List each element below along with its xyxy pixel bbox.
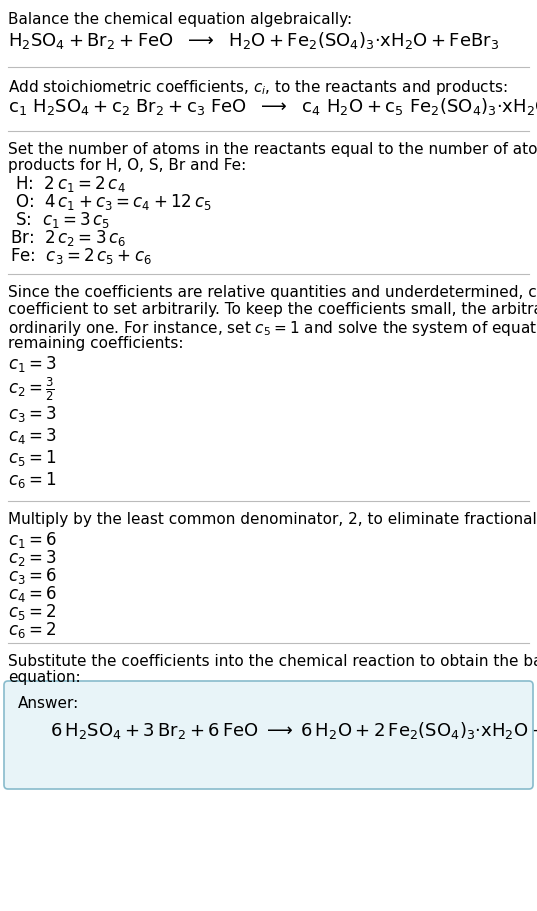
Text: $c_2 = 3$: $c_2 = 3$	[8, 548, 57, 568]
Text: Balance the chemical equation algebraically:: Balance the chemical equation algebraica…	[8, 12, 352, 27]
Text: $c_6 = 2$: $c_6 = 2$	[8, 619, 56, 640]
Text: $c_1 = 3$: $c_1 = 3$	[8, 353, 57, 374]
Text: equation:: equation:	[8, 670, 81, 684]
Text: $\mathregular{H_2SO_4 + Br_2 + FeO}$  $\longrightarrow$  $\mathregular{H_2O + Fe: $\mathregular{H_2SO_4 + Br_2 + FeO}$ $\l…	[8, 30, 499, 51]
Text: Fe:  $c_3 = 2\,c_5 + c_6$: Fe: $c_3 = 2\,c_5 + c_6$	[10, 246, 152, 266]
Text: $c_5 = 2$: $c_5 = 2$	[8, 601, 56, 621]
Text: $c_4 = 3$: $c_4 = 3$	[8, 425, 57, 445]
Text: $c_3 = 6$: $c_3 = 6$	[8, 566, 57, 586]
Text: $c_2 = \frac{3}{2}$: $c_2 = \frac{3}{2}$	[8, 375, 55, 403]
Text: remaining coefficients:: remaining coefficients:	[8, 335, 184, 351]
Text: H:  $2\,c_1 = 2\,c_4$: H: $2\,c_1 = 2\,c_4$	[10, 174, 126, 194]
Text: $c_3 = 3$: $c_3 = 3$	[8, 404, 57, 424]
Text: $c_6 = 1$: $c_6 = 1$	[8, 469, 56, 489]
Text: coefficient to set arbitrarily. To keep the coefficients small, the arbitrary va: coefficient to set arbitrarily. To keep …	[8, 302, 537, 317]
Text: Br:  $2\,c_2 = 3\,c_6$: Br: $2\,c_2 = 3\,c_6$	[10, 228, 126, 248]
Text: O:  $4\,c_1 + c_3 = c_4 + 12\,c_5$: O: $4\,c_1 + c_3 = c_4 + 12\,c_5$	[10, 192, 212, 211]
Text: $c_1 = 6$: $c_1 = 6$	[8, 529, 57, 549]
Text: $\mathregular{c_1\ H_2SO_4 + c_2\ Br_2 + c_3\ FeO}$  $\longrightarrow$  $\mathre: $\mathregular{c_1\ H_2SO_4 + c_2\ Br_2 +…	[8, 96, 537, 117]
Text: Set the number of atoms in the reactants equal to the number of atoms in the: Set the number of atoms in the reactants…	[8, 142, 537, 157]
Text: $c_5 = 1$: $c_5 = 1$	[8, 447, 56, 467]
Text: Multiply by the least common denominator, 2, to eliminate fractional coefficient: Multiply by the least common denominator…	[8, 511, 537, 527]
Text: Answer:: Answer:	[18, 695, 79, 711]
FancyBboxPatch shape	[4, 681, 533, 789]
Text: Since the coefficients are relative quantities and underdetermined, choose a: Since the coefficients are relative quan…	[8, 284, 537, 300]
Text: Substitute the coefficients into the chemical reaction to obtain the balanced: Substitute the coefficients into the che…	[8, 653, 537, 669]
Text: products for H, O, S, Br and Fe:: products for H, O, S, Br and Fe:	[8, 158, 246, 173]
Text: ordinarily one. For instance, set $c_5 = 1$ and solve the system of equations fo: ordinarily one. For instance, set $c_5 =…	[8, 319, 537, 338]
Text: S:  $c_1 = 3\,c_5$: S: $c_1 = 3\,c_5$	[10, 210, 110, 230]
Text: $6\,\mathregular{H_2SO_4} + 3\,\mathregular{Br_2} + 6\,\mathregular{FeO}$$\;\lon: $6\,\mathregular{H_2SO_4} + 3\,\mathregu…	[50, 719, 537, 740]
Text: $c_4 = 6$: $c_4 = 6$	[8, 583, 57, 603]
Text: Add stoichiometric coefficients, $c_i$, to the reactants and products:: Add stoichiometric coefficients, $c_i$, …	[8, 78, 507, 97]
